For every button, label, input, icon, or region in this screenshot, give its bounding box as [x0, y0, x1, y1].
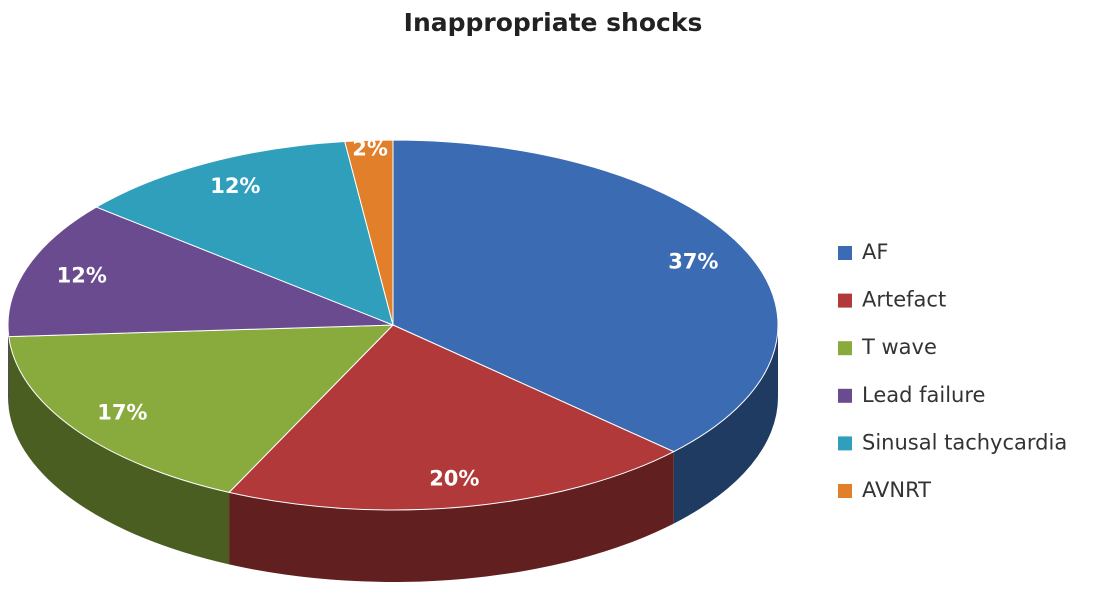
legend-swatch: [838, 388, 852, 403]
legend-swatch: [838, 246, 852, 260]
pie-tops: [7, 139, 779, 511]
pie-slice: [228, 324, 675, 511]
data-label: 37%: [668, 250, 718, 274]
data-label: 12%: [57, 263, 107, 287]
legend-swatch: [838, 293, 852, 308]
legend-label: Lead failure: [862, 383, 985, 407]
slice-side: [8, 336, 230, 565]
legend-label: AVNRT: [862, 478, 931, 502]
pie-sides: [8, 325, 778, 582]
legend-label: AF: [862, 240, 888, 264]
legend-swatch: [838, 341, 852, 356]
data-label: 20%: [429, 466, 479, 490]
legend-label: Sinusal tachycardia: [862, 430, 1067, 454]
pie-slice: [95, 140, 394, 326]
pie-slice: [344, 139, 394, 326]
legend-label: Artefact: [862, 288, 946, 312]
legend-swatch: [838, 436, 852, 451]
slice-side: [673, 325, 778, 524]
data-labels: 37% 20% 17% 12% 12% 2%: [57, 137, 719, 491]
slice-side: [8, 325, 9, 409]
pie-slice: [392, 139, 779, 453]
data-label: 2%: [352, 137, 388, 161]
pie-slice: [7, 206, 394, 338]
chart-title: Inappropriate shocks: [404, 8, 703, 37]
data-label: 12%: [210, 174, 260, 198]
slice-side: [229, 451, 674, 582]
legend-label: T wave: [861, 335, 937, 359]
legend-swatch: [838, 484, 852, 498]
pie-slice: [8, 324, 395, 493]
data-label: 17%: [97, 400, 147, 424]
legend: AF Artefact T wave Lead failure Sinusal tach…: [838, 240, 1067, 502]
